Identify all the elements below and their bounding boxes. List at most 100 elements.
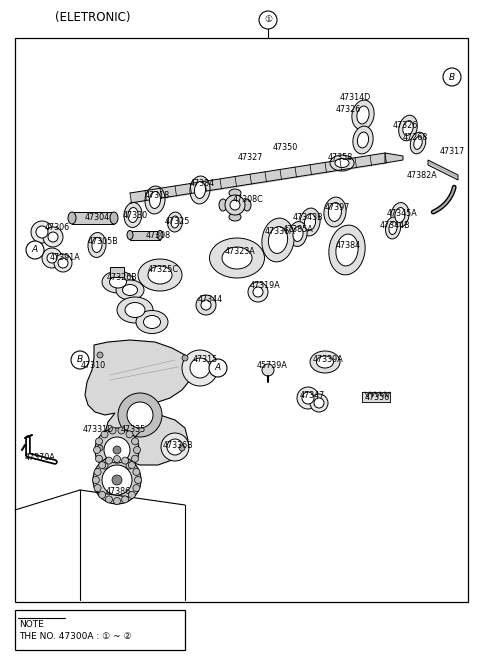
Circle shape (209, 359, 227, 377)
Circle shape (253, 287, 263, 297)
Ellipse shape (190, 176, 210, 204)
Text: 47386: 47386 (106, 488, 131, 496)
Circle shape (127, 402, 153, 428)
Circle shape (310, 394, 328, 412)
Ellipse shape (149, 192, 160, 208)
Circle shape (128, 462, 135, 469)
Bar (72, 212, 114, 224)
Ellipse shape (92, 238, 102, 252)
Ellipse shape (222, 247, 252, 269)
Text: 47327: 47327 (237, 153, 263, 163)
Circle shape (443, 68, 461, 86)
Circle shape (97, 445, 103, 451)
Text: 47310: 47310 (81, 360, 106, 370)
Circle shape (102, 465, 132, 495)
Ellipse shape (335, 159, 349, 168)
Text: 47370A: 47370A (24, 454, 55, 462)
Text: 47345A: 47345A (386, 208, 418, 218)
Ellipse shape (262, 218, 294, 262)
Text: (ELETRONIC): (ELETRONIC) (55, 11, 131, 25)
Text: 47382A: 47382A (407, 170, 437, 180)
Ellipse shape (399, 115, 417, 141)
Text: 45739A: 45739A (257, 360, 288, 370)
Circle shape (133, 446, 141, 454)
Ellipse shape (352, 100, 374, 130)
Ellipse shape (148, 266, 172, 284)
Circle shape (248, 282, 268, 302)
Text: 47319A: 47319A (250, 280, 280, 290)
Text: 47308: 47308 (145, 232, 170, 240)
Text: 47336A: 47336A (264, 228, 295, 236)
Ellipse shape (304, 214, 315, 230)
Text: ①: ① (264, 15, 272, 25)
Text: A: A (215, 364, 221, 372)
Text: THE NO. 47300A : ① ~ ②: THE NO. 47300A : ① ~ ② (19, 632, 132, 641)
Text: 47315: 47315 (192, 356, 217, 364)
Circle shape (109, 466, 116, 473)
Circle shape (118, 427, 125, 434)
Text: 47326: 47326 (392, 121, 418, 129)
Circle shape (179, 445, 185, 451)
Polygon shape (85, 340, 192, 465)
Ellipse shape (293, 226, 303, 242)
Ellipse shape (128, 208, 138, 222)
Text: 47358: 47358 (327, 153, 353, 163)
Text: 47325C: 47325C (147, 266, 179, 274)
Text: 47325: 47325 (164, 218, 190, 226)
Text: 47335: 47335 (120, 426, 145, 434)
Text: 47344B: 47344B (380, 222, 410, 230)
Circle shape (99, 492, 106, 498)
Ellipse shape (209, 238, 264, 278)
Circle shape (190, 358, 210, 378)
Circle shape (182, 355, 188, 361)
Ellipse shape (136, 310, 168, 334)
Ellipse shape (219, 199, 227, 211)
Circle shape (48, 232, 58, 242)
Circle shape (133, 468, 140, 476)
Ellipse shape (329, 225, 365, 275)
Ellipse shape (391, 202, 409, 228)
Text: 47318: 47318 (144, 192, 169, 200)
Ellipse shape (410, 132, 426, 154)
Circle shape (96, 438, 103, 445)
Text: 47384: 47384 (336, 240, 360, 250)
Circle shape (302, 392, 314, 404)
Ellipse shape (336, 234, 358, 266)
Circle shape (113, 456, 120, 462)
Circle shape (118, 466, 125, 473)
Text: 47306: 47306 (45, 224, 70, 232)
Text: 47356: 47356 (364, 392, 390, 402)
Ellipse shape (395, 208, 405, 222)
Text: 47308C: 47308C (233, 196, 264, 204)
Ellipse shape (125, 302, 145, 318)
Circle shape (31, 221, 53, 243)
Circle shape (93, 456, 141, 504)
Circle shape (97, 352, 103, 358)
Ellipse shape (358, 132, 369, 148)
Circle shape (26, 241, 44, 259)
Text: 47339A: 47339A (312, 356, 343, 364)
Ellipse shape (310, 351, 340, 373)
Ellipse shape (229, 189, 241, 197)
Text: 47326: 47326 (336, 105, 360, 115)
Ellipse shape (157, 230, 163, 240)
Ellipse shape (138, 259, 182, 291)
Ellipse shape (289, 222, 307, 246)
Ellipse shape (110, 212, 118, 224)
Text: 47305B: 47305B (88, 238, 119, 246)
Polygon shape (428, 160, 458, 180)
Bar (15, 610, 185, 650)
Ellipse shape (403, 121, 413, 135)
Ellipse shape (110, 446, 124, 454)
Text: 47331D: 47331D (83, 426, 114, 434)
Text: 47268: 47268 (402, 133, 428, 143)
Bar (130, 231, 160, 240)
Text: B: B (77, 356, 83, 364)
Ellipse shape (385, 217, 401, 239)
Ellipse shape (324, 197, 346, 227)
Ellipse shape (145, 186, 165, 214)
Circle shape (54, 254, 72, 272)
Circle shape (161, 433, 189, 461)
Circle shape (93, 476, 99, 484)
Circle shape (112, 475, 122, 485)
